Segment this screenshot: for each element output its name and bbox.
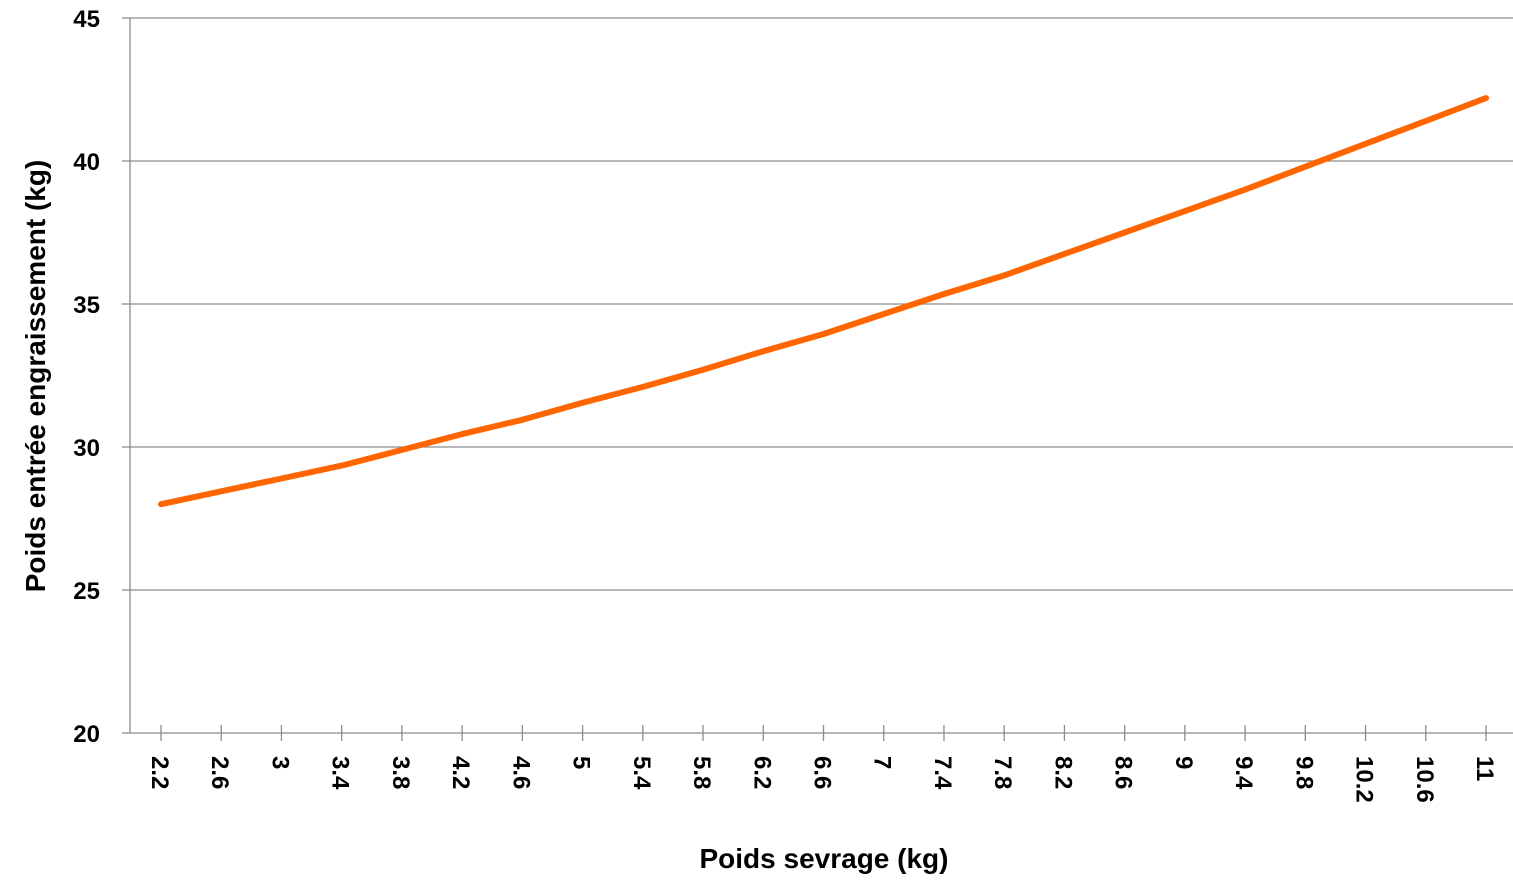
x-tick-label: 7.8 — [989, 756, 1016, 789]
y-tick-label: 20 — [73, 721, 100, 748]
x-tick-label: 8.2 — [1049, 756, 1076, 789]
x-tick-label: 4.6 — [507, 756, 534, 789]
x-tick-label: 5.4 — [628, 756, 655, 790]
y-tick-label: 35 — [73, 292, 100, 319]
x-axis-title: Poids sevrage (kg) — [700, 843, 949, 874]
y-tick-label: 30 — [73, 435, 100, 462]
y-tick-label: 25 — [73, 578, 100, 605]
x-tick-label: 10.2 — [1351, 756, 1378, 803]
x-tick-label: 5 — [568, 756, 595, 769]
x-tick-label: 2.2 — [146, 756, 173, 789]
y-tick-label: 45 — [73, 6, 100, 33]
x-tick-label: 11 — [1471, 756, 1498, 781]
x-tick-label: 9.8 — [1290, 756, 1317, 789]
y-axis-title: Poids entrée engraissement (kg) — [20, 160, 51, 593]
x-tick-label: 6.2 — [748, 756, 775, 789]
y-tick-labels: 20 25 30 35 40 45 — [73, 6, 100, 748]
x-tick-label: 7 — [869, 756, 896, 769]
grid-lines — [130, 18, 1513, 590]
x-tick-label: 3.8 — [387, 756, 414, 789]
x-tick-label: 10.6 — [1411, 756, 1438, 803]
x-tick-label: 3.4 — [327, 756, 354, 790]
x-tick-label: 9 — [1170, 756, 1197, 769]
x-tick-label: 5.8 — [688, 756, 715, 789]
y-tick-label: 40 — [73, 149, 100, 176]
x-tick-label: 9.4 — [1230, 756, 1257, 790]
x-tick-label: 6.6 — [809, 756, 836, 789]
series-layer — [161, 98, 1486, 504]
x-tick-label: 8.6 — [1110, 756, 1137, 789]
x-tick-labels: 2.2 2.6 3 3.4 3.8 4.2 4.6 5 5.4 5.8 6.2 6.6 7 7.4 7.8 8… — [146, 756, 1498, 803]
x-tick-label: 2.6 — [206, 756, 233, 789]
x-tick-label: 4.2 — [447, 756, 474, 789]
axes — [122, 18, 1513, 741]
x-tick-label: 7.4 — [929, 756, 956, 790]
series-line-0 — [161, 98, 1486, 504]
x-tick-label: 3 — [266, 756, 293, 769]
